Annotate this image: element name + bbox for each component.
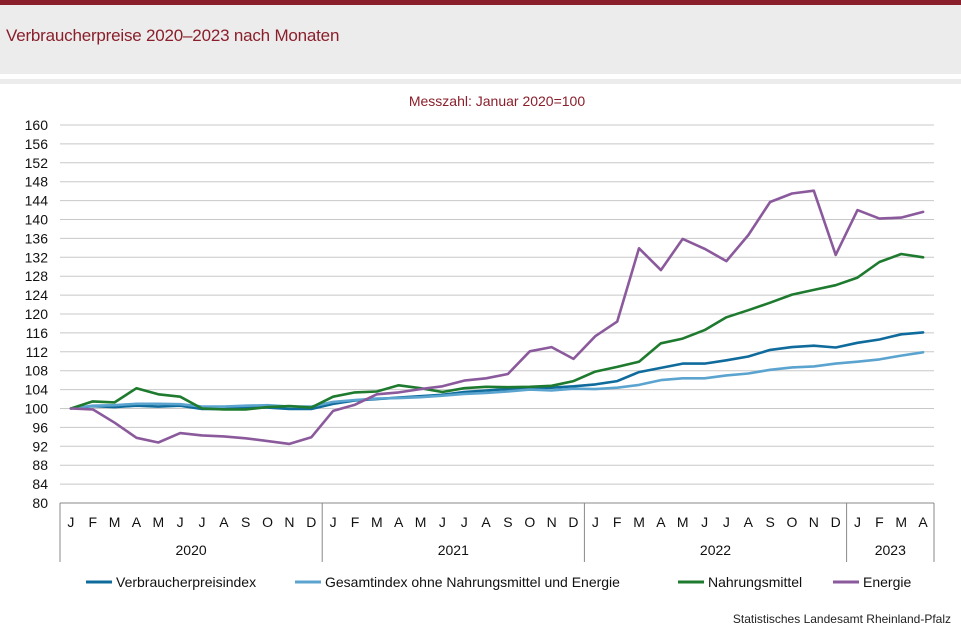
series-lines bbox=[69, 189, 925, 446]
x-tick-label: A bbox=[918, 514, 928, 530]
y-tick-label: 92 bbox=[32, 438, 48, 454]
y-tick-label: 84 bbox=[32, 476, 48, 492]
x-tick-label: A bbox=[744, 514, 754, 530]
x-tick-label: M bbox=[152, 514, 164, 530]
year-label: 2022 bbox=[700, 542, 731, 558]
x-tick-label: J bbox=[461, 514, 468, 530]
x-tick-label: J bbox=[67, 514, 74, 530]
y-tick-label: 136 bbox=[25, 230, 49, 246]
series-line bbox=[69, 350, 925, 410]
x-tick-label: A bbox=[656, 514, 666, 530]
top-accent-bar bbox=[0, 0, 961, 5]
x-tick-label: J bbox=[701, 514, 708, 530]
x-tick-label: F bbox=[88, 514, 97, 530]
x-tick-label: J bbox=[854, 514, 861, 530]
y-tick-label: 120 bbox=[25, 306, 49, 322]
x-tick-label: M bbox=[677, 514, 689, 530]
x-tick-label: N bbox=[284, 514, 294, 530]
y-tick-label: 156 bbox=[25, 136, 49, 152]
legend-label: Gesamtindex ohne Nahrungsmittel und Ener… bbox=[325, 574, 620, 590]
y-tick-label: 152 bbox=[25, 155, 49, 171]
y-tick-label: 80 bbox=[32, 495, 48, 511]
x-tick-label: F bbox=[351, 514, 360, 530]
series-line bbox=[69, 252, 925, 411]
x-tick-label: M bbox=[109, 514, 121, 530]
y-tick-label: 148 bbox=[25, 174, 49, 190]
year-label: 2020 bbox=[176, 542, 207, 558]
y-tick-label: 96 bbox=[32, 419, 48, 435]
page-title: Verbraucherpreise 2020–2023 nach Monaten bbox=[6, 26, 340, 45]
x-tick-label: S bbox=[503, 514, 512, 530]
header-divider bbox=[0, 74, 961, 79]
x-tick-label: N bbox=[547, 514, 557, 530]
legend-label: Energie bbox=[863, 574, 911, 590]
year-label: 2023 bbox=[875, 542, 906, 558]
y-tick-label: 104 bbox=[25, 382, 49, 398]
x-tick-label: N bbox=[809, 514, 819, 530]
x-tick-label: S bbox=[765, 514, 774, 530]
x-tick-label: O bbox=[524, 514, 535, 530]
x-tick-label: A bbox=[481, 514, 491, 530]
source-note: Statistisches Landesamt Rheinland-Pfalz bbox=[732, 612, 951, 626]
x-tick-label: M bbox=[371, 514, 383, 530]
x-tick-label: M bbox=[895, 514, 907, 530]
grid-lines bbox=[60, 124, 934, 504]
y-tick-label: 144 bbox=[25, 193, 49, 209]
x-tick-label: A bbox=[394, 514, 404, 530]
year-label: 2021 bbox=[438, 542, 469, 558]
legend: Verbraucherpreisindex Gesamtindex ohne Na… bbox=[86, 574, 911, 590]
series-line bbox=[69, 189, 925, 446]
y-tick-label: 108 bbox=[25, 363, 49, 379]
x-tick-label: J bbox=[439, 514, 446, 530]
x-tick-label: O bbox=[262, 514, 273, 530]
y-tick-label: 132 bbox=[25, 249, 49, 265]
x-tick-label: F bbox=[875, 514, 884, 530]
y-axis: 80 84 88 92 96 100 104 108 112 116 120 124 128 132 136… bbox=[25, 117, 49, 511]
y-tick-label: 128 bbox=[25, 268, 49, 284]
y-tick-label: 112 bbox=[26, 344, 49, 360]
x-tick-label: A bbox=[132, 514, 142, 530]
x-tick-label: J bbox=[330, 514, 337, 530]
x-tick-label: D bbox=[831, 514, 841, 530]
y-tick-label: 116 bbox=[26, 325, 49, 341]
x-tick-label: D bbox=[306, 514, 316, 530]
legend-label: Nahrungsmittel bbox=[708, 574, 802, 590]
x-tick-label: S bbox=[241, 514, 250, 530]
x-tick-label: M bbox=[633, 514, 645, 530]
x-tick-label: O bbox=[787, 514, 798, 530]
x-tick-label: D bbox=[568, 514, 578, 530]
x-tick-label: F bbox=[613, 514, 622, 530]
x-tick-label: J bbox=[199, 514, 206, 530]
y-tick-label: 140 bbox=[25, 212, 49, 228]
y-tick-label: 160 bbox=[25, 117, 49, 133]
x-tick-label: J bbox=[723, 514, 730, 530]
y-tick-label: 100 bbox=[25, 401, 49, 417]
x-tick-label: M bbox=[415, 514, 427, 530]
legend-label: Verbraucherpreisindex bbox=[116, 574, 256, 590]
x-tick-label: A bbox=[219, 514, 229, 530]
y-tick-label: 124 bbox=[25, 287, 49, 303]
x-tick-label: J bbox=[592, 514, 599, 530]
x-tick-label: J bbox=[177, 514, 184, 530]
y-tick-label: 88 bbox=[32, 457, 48, 473]
chart-subtitle: Messzahl: Januar 2020=100 bbox=[409, 93, 585, 109]
chart-background bbox=[0, 84, 961, 631]
